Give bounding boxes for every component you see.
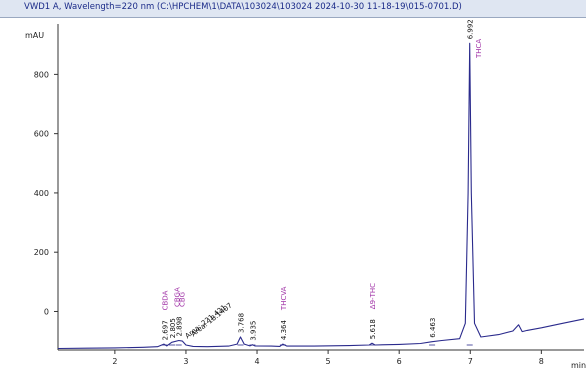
area-annotation: Area: 18.1407 [190, 301, 234, 338]
y-ticks: 0 200 400 600 800 [34, 70, 58, 316]
peak-rt-label: 3.935 [249, 321, 257, 341]
compound-label: Δ9-THC [369, 283, 377, 309]
y-axis-label: mAU [25, 31, 44, 40]
y-tick-label: 0 [44, 307, 49, 316]
chromatogram-trace [57, 42, 585, 350]
compound-label: CBG [179, 292, 187, 307]
chart-axes [57, 24, 584, 351]
compound-label: THCVA [280, 286, 288, 311]
y-tick-label: 800 [34, 70, 49, 79]
compound-label: THCA [475, 39, 483, 59]
x-tick-label: 6 [397, 357, 402, 366]
x-tick-label: 3 [183, 357, 188, 366]
series-group [57, 42, 585, 350]
x-ticks: 2 3 4 5 6 7 8 [112, 350, 544, 366]
peak-rt-label: 2.898 [176, 317, 184, 337]
peak-rt-label: 6.992 [467, 19, 475, 39]
y-tick-label: 600 [34, 130, 49, 139]
peak-rt-label: 4.364 [280, 319, 288, 340]
x-tick-label: 5 [326, 357, 331, 366]
x-tick-label: 8 [539, 357, 544, 366]
peak-rt-label: 2.805 [169, 318, 177, 338]
peak-rt-label: 2.697 [161, 320, 169, 340]
y-tick-label: 400 [34, 189, 49, 198]
compound-label: CBGA [174, 287, 182, 307]
peak-rt-label: 5.618 [369, 319, 377, 339]
peak-rt-label: 6.463 [429, 318, 437, 338]
window-title: VWD1 A, Wavelength=220 nm (C:\HPCHEM\1\D… [24, 2, 462, 12]
x-tick-label: 4 [254, 357, 259, 366]
compound-label: CBDA [161, 290, 169, 310]
y-tick-label: 200 [34, 248, 49, 257]
x-tick-label: 2 [112, 357, 117, 366]
window-titlebar: VWD1 A, Wavelength=220 nm (C:\HPCHEM\1\D… [0, 0, 586, 18]
peak-rt-label: 3.768 [238, 313, 246, 333]
x-tick-label: 7 [468, 357, 473, 366]
x-axis-label: min [571, 361, 586, 370]
